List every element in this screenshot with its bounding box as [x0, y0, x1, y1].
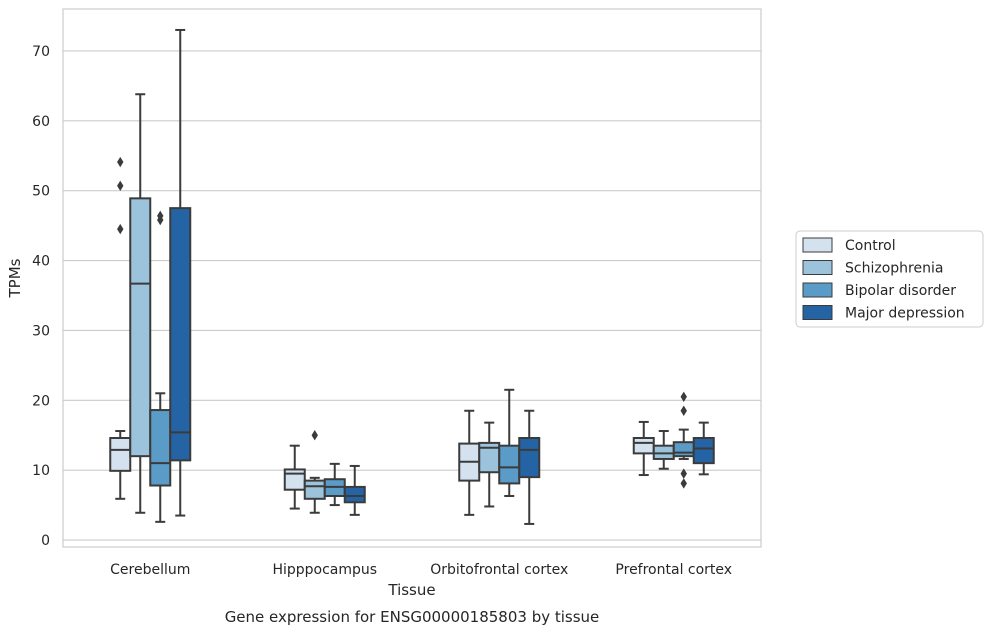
box-schizophrenia: [303, 430, 326, 514]
iqr-box: [283, 468, 306, 491]
legend-label: Major depression: [845, 306, 965, 322]
box-schizophrenia: [652, 430, 675, 470]
legend-swatch: [802, 260, 833, 275]
outlier-point: [680, 478, 687, 489]
box-plot-marks: [109, 28, 715, 525]
y-axis-label: TPMs: [6, 258, 24, 298]
iqr-box: [169, 207, 192, 462]
outlier-point: [157, 210, 164, 222]
iqr-box: [109, 437, 132, 472]
x-tick-label: Prefrontal cortex: [615, 562, 732, 578]
box-control: [109, 156, 132, 500]
y-tick-label: 50: [32, 184, 50, 200]
outlier-point: [680, 405, 687, 416]
y-tick-label: 70: [32, 44, 50, 60]
box-control: [458, 409, 481, 516]
iqr-box: [632, 437, 655, 455]
figure-caption: Gene expression for ENSG00000185803 by t…: [225, 608, 600, 626]
iqr-box: [129, 197, 152, 458]
iqr-box: [692, 437, 715, 465]
iqr-box: [498, 444, 521, 485]
box-bipolar-disorder: [323, 462, 346, 507]
box-bipolar-disorder: [672, 391, 695, 489]
x-tick-label: Cerebellum: [110, 562, 190, 578]
x-tick-label: Orbitofrontal cortex: [430, 562, 568, 578]
box-bipolar-disorder: [498, 388, 521, 497]
y-tick-labels: 0 10 20 30 40 50 60 70: [32, 44, 50, 549]
plot-frame: [62, 8, 762, 548]
y-tick-label: 20: [32, 393, 50, 409]
box-control: [632, 420, 655, 477]
iqr-box: [149, 409, 172, 487]
box-major-depression: [343, 464, 366, 516]
legend-swatch: [802, 282, 833, 298]
outlier-point: [117, 156, 124, 168]
iqr-box: [652, 444, 675, 460]
iqr-box: [672, 441, 695, 458]
box-major-depression: [518, 409, 541, 525]
box-bipolar-disorder: [149, 210, 172, 523]
legend: Control Schizophrenia Bipolar disorder Majo…: [795, 230, 984, 328]
legend-swatch: [802, 237, 833, 253]
iqr-box: [303, 479, 326, 500]
x-tick-labels: Cerebellum Hipppocampus Orbitofrontal cort…: [110, 562, 732, 578]
legend-label: Control: [845, 238, 896, 254]
y-tick-label: 10: [32, 463, 50, 479]
y-tick-label: 40: [32, 254, 50, 270]
box-major-depression: [692, 421, 715, 476]
outlier-point: [311, 430, 318, 441]
outlier-point: [680, 391, 687, 402]
outlier-point: [117, 180, 124, 191]
x-axis-label: Tissue: [387, 581, 435, 599]
iqr-box: [343, 485, 366, 504]
iqr-box: [518, 437, 541, 479]
box-schizophrenia: [478, 421, 501, 508]
x-tick-label: Hipppocampus: [272, 562, 377, 578]
box-major-depression: [169, 28, 192, 517]
box-schizophrenia: [129, 93, 152, 514]
legend-label: Schizophrenia: [845, 261, 943, 277]
y-tick-label: 60: [32, 114, 50, 130]
outlier-point: [680, 468, 687, 479]
box-control: [283, 444, 306, 510]
y-tick-label: 0: [41, 533, 50, 549]
y-tick-label: 30: [32, 323, 50, 339]
outlier-point: [117, 223, 124, 235]
legend-frame: [795, 230, 984, 328]
legend-label: Bipolar disorder: [845, 283, 956, 299]
legend-swatch: [802, 305, 833, 320]
